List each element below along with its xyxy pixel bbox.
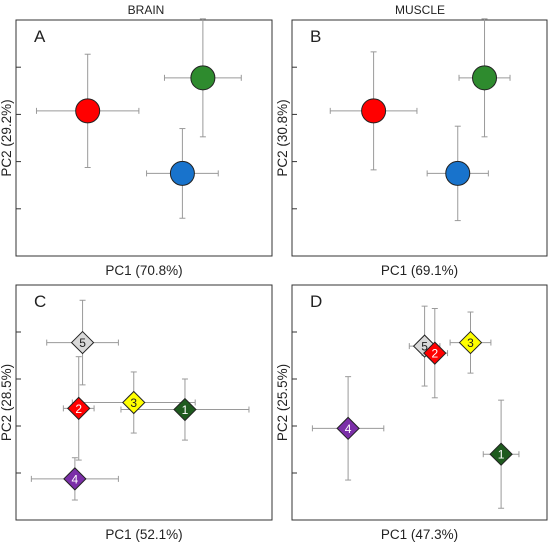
- point-label: 4: [72, 472, 79, 486]
- point-label: 4: [345, 422, 352, 436]
- y-axis-label: PC2 (29.2%): [0, 99, 14, 176]
- plot-frame: [15, 19, 273, 257]
- point-label: 1: [182, 403, 189, 417]
- panel-letter: B: [310, 27, 321, 46]
- plot-frame: [291, 19, 548, 257]
- point-label: 3: [467, 336, 474, 350]
- data-point: [489, 442, 513, 466]
- point-label: 3: [130, 396, 137, 410]
- data-point: [190, 65, 216, 91]
- panel-letter: C: [34, 292, 46, 311]
- data-point: [423, 341, 447, 365]
- point-label: 1: [498, 448, 505, 462]
- y-axis-label: PC2 (25.5%): [275, 364, 290, 441]
- panel-a: A PC1 (70.8%) PC2 (29.2%): [0, 18, 273, 278]
- data-point: [472, 65, 498, 91]
- data-point: [173, 397, 197, 422]
- y-axis-label: PC2 (28.5%): [0, 364, 14, 441]
- data-point: [445, 160, 471, 186]
- panel-b: B PC1 (69.1%) PC2 (30.8%): [275, 18, 548, 278]
- data-point: [169, 160, 195, 186]
- data-point: [70, 330, 95, 355]
- x-axis-label: PC1 (69.1%): [381, 263, 458, 278]
- point-label: 5: [79, 336, 86, 350]
- point-label: 5: [421, 340, 428, 354]
- column-title-muscle: MUSCLE: [395, 3, 445, 17]
- data-point: [67, 396, 91, 421]
- plot-frame: [291, 284, 548, 521]
- panel-letter: D: [310, 292, 322, 311]
- plot-frame: [15, 284, 273, 521]
- data-point: [75, 98, 101, 124]
- x-axis-label: PC1 (52.1%): [105, 527, 182, 542]
- point-label: 2: [75, 402, 82, 416]
- y-axis-label: PC2 (30.8%): [275, 99, 290, 176]
- data-point: [458, 330, 483, 355]
- data-point: [122, 390, 146, 415]
- panels: A PC1 (70.8%) PC2 (29.2%) B PC1 (69.1%) PC2 (…: [0, 18, 548, 542]
- data-point: [63, 467, 87, 491]
- panel-letter: A: [34, 27, 46, 46]
- point-label: 2: [431, 347, 438, 361]
- panel-d: D PC1 (47.3%) PC2 (25.5%) 52 3 4 1: [275, 284, 548, 542]
- data-point: [336, 416, 360, 441]
- panel-c: C PC1 (52.1%) PC2 (28.5%) 5 2 3 1 4: [0, 284, 273, 542]
- data-point: [361, 98, 387, 124]
- x-axis-label: PC1 (70.8%): [105, 263, 182, 278]
- column-title-brain: BRAIN: [128, 3, 165, 17]
- x-axis-label: PC1 (47.3%): [381, 527, 458, 542]
